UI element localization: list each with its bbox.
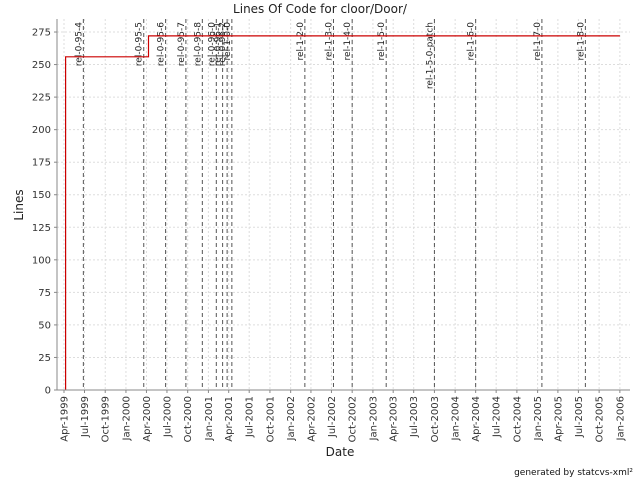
plot-area [57,19,630,390]
y-tick-label: 0 [45,386,51,397]
release-label: rel-1-5-0 [377,22,387,61]
x-tick-label: Jan-2001 [204,396,215,441]
y-tick-label: 125 [32,223,51,234]
release-label: rel-0-95-5 [135,22,145,66]
y-tick-label: 150 [32,190,51,201]
release-label: rel-1-7-0 [533,22,543,61]
x-tick-label: Oct-2005 [595,396,606,442]
release-label: rel-1-6-0 [467,22,477,61]
x-tick-label: Oct-2003 [430,396,441,442]
y-tick-label: 275 [32,28,51,39]
y-tick-label: 75 [38,288,51,299]
y-tick-label: 200 [32,125,51,136]
x-tick-label: Jan-2003 [368,396,379,441]
y-tick-label: 225 [32,93,51,104]
x-tick-label: Oct-2001 [265,396,276,442]
x-tick-label: Jul-2005 [574,396,585,438]
y-tick-label: 250 [32,60,51,71]
x-tick-label: Jul-1999 [80,396,91,438]
x-tick-label: Apr-2001 [224,396,235,442]
x-tick-label: Apr-2004 [471,396,482,442]
x-tick-label: Jul-2004 [492,396,503,438]
release-label: rel-1-3-0 [324,22,334,61]
x-tick-label: Jan-2006 [615,396,626,441]
x-tick-label: Apr-1999 [59,396,70,442]
x-tick-label: Jan-2002 [286,396,297,441]
x-tick-label: Jul-2000 [162,396,173,438]
chart-title: Lines Of Code for cloor/Door/ [233,2,408,16]
x-tick-label: Jan-2005 [533,396,544,441]
x-tick-label: Apr-2003 [389,396,400,442]
x-axis-ticks: Apr-1999 Jul-1999 Oct-1999 Jan-2000 Apr-2000… [59,390,626,442]
release-label: rel-0-95-8 [193,22,203,66]
x-tick-label: Apr-2005 [553,396,564,442]
release-label: rel-1-2-0 [296,22,306,61]
x-tick-label: Apr-2002 [306,396,317,442]
release-label: rel-1-5-0-patch [425,22,435,89]
x-tick-label: Oct-1999 [101,396,112,442]
release-label: rel-1-4-0 [343,22,353,61]
x-tick-label: Jan-2000 [121,396,132,441]
x-tick-label: Jul-2003 [409,396,420,438]
y-axis-ticks: 0 25 50 75 100 125 150 175 200 225 250 275 [32,28,57,397]
release-label: rel-1-8-0 [576,22,586,61]
release-label: rel-1-0-0 [223,22,233,61]
footer-credit: generated by statcvs-xml² [514,468,633,478]
x-tick-label: Oct-2004 [512,396,523,442]
x-tick-label: Oct-2000 [183,396,194,442]
x-axis-label: Date [326,445,355,459]
release-label: rel-0-95-7 [177,22,187,66]
x-tick-label: Apr-2000 [142,396,153,442]
x-tick-label: Jul-2002 [327,396,338,438]
release-label: rel-0-95-4 [74,22,84,66]
release-label: rel-0-95-6 [157,22,167,66]
x-tick-label: Jan-2004 [451,396,462,441]
x-tick-label: Jul-2001 [245,396,256,438]
y-tick-label: 175 [32,158,51,169]
x-tick-label: Oct-2002 [348,396,359,442]
y-axis-label: Lines [12,189,26,220]
y-tick-label: 100 [32,255,51,266]
y-tick-label: 50 [38,320,51,331]
y-tick-label: 25 [38,353,51,364]
